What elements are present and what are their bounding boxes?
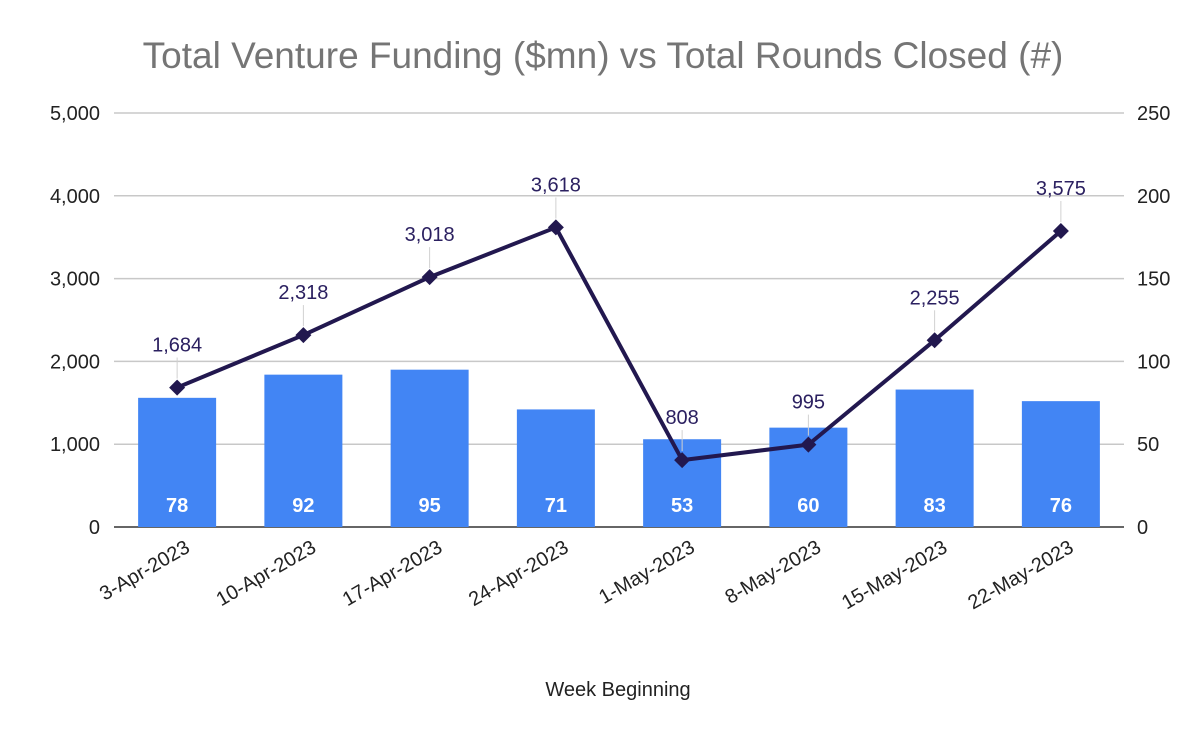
bar-data-label: 60 — [797, 495, 819, 517]
left-y-axis-ticks: 0 1,000 2,000 3,000 4,000 5,000 — [50, 103, 100, 539]
bar-data-label: 83 — [924, 495, 946, 517]
right-tick-label: 100 — [1137, 351, 1170, 373]
line-point-marker — [800, 436, 817, 453]
line-series: 1,684 2,318 3,018 3,618 808 995 2,255 3,575 — [152, 174, 1086, 469]
line-data-label: 2,318 — [278, 282, 328, 304]
bar — [138, 397, 217, 527]
right-tick-label: 250 — [1137, 103, 1170, 125]
bar-data-label: 78 — [166, 495, 188, 517]
bar-data-label: 71 — [545, 495, 567, 517]
x-tick-label: 3-Apr-2023 — [96, 536, 194, 605]
x-axis-title: Week Beginning — [545, 679, 690, 701]
x-tick-label: 22-May-2023 — [964, 536, 1077, 614]
bar — [895, 389, 974, 527]
x-tick-label: 10-Apr-2023 — [213, 536, 320, 611]
bar — [516, 409, 595, 527]
bar-data-label: 76 — [1050, 495, 1072, 517]
line-point-marker — [1052, 222, 1069, 239]
line-data-label: 3,618 — [531, 174, 581, 196]
line-point-marker — [169, 379, 186, 396]
x-tick-label: 17-Apr-2023 — [339, 536, 446, 611]
line-point-marker — [547, 219, 564, 236]
line-point-marker — [421, 269, 438, 286]
line-data-label: 2,255 — [910, 287, 960, 309]
left-tick-label: 1,000 — [50, 434, 100, 456]
x-tick-label: 24-Apr-2023 — [465, 536, 572, 611]
line-point-marker — [674, 452, 691, 469]
bar-data-label: 53 — [671, 495, 693, 517]
left-tick-label: 3,000 — [50, 269, 100, 291]
series-line — [176, 225, 1063, 463]
bar-data-label: 95 — [419, 495, 441, 517]
left-tick-label: 5,000 — [50, 103, 100, 125]
line-data-label: 1,684 — [152, 335, 202, 357]
x-tick-label: 15-May-2023 — [838, 536, 951, 614]
right-tick-label: 0 — [1137, 517, 1148, 539]
bar-series: 78 92 95 71 53 60 83 76 — [138, 369, 1100, 527]
left-tick-label: 0 — [89, 517, 100, 539]
x-axis-ticks: 3-Apr-2023 10-Apr-2023 17-Apr-2023 24-Apr-2… — [96, 536, 1077, 614]
right-tick-label: 200 — [1137, 186, 1170, 208]
right-y-axis-ticks: 0 50 100 150 200 250 — [1137, 103, 1170, 539]
line-data-label: 995 — [792, 392, 825, 414]
line-point-marker — [926, 332, 943, 349]
bar — [390, 369, 469, 527]
x-tick-label: 1-May-2023 — [595, 536, 698, 608]
line-data-label: 3,575 — [1036, 178, 1086, 200]
left-tick-label: 2,000 — [50, 351, 100, 373]
line-point-marker — [295, 327, 312, 344]
left-tick-label: 4,000 — [50, 186, 100, 208]
right-tick-label: 50 — [1137, 434, 1159, 456]
line-data-label: 3,018 — [405, 224, 455, 246]
bar-data-label: 92 — [292, 495, 314, 517]
line-data-label: 808 — [665, 407, 698, 429]
right-tick-label: 150 — [1137, 269, 1170, 291]
bar — [264, 374, 343, 527]
chart-title: Total Venture Funding ($mn) vs Total Rou… — [143, 35, 1064, 76]
bar — [1021, 401, 1100, 527]
x-tick-label: 8-May-2023 — [721, 536, 824, 608]
